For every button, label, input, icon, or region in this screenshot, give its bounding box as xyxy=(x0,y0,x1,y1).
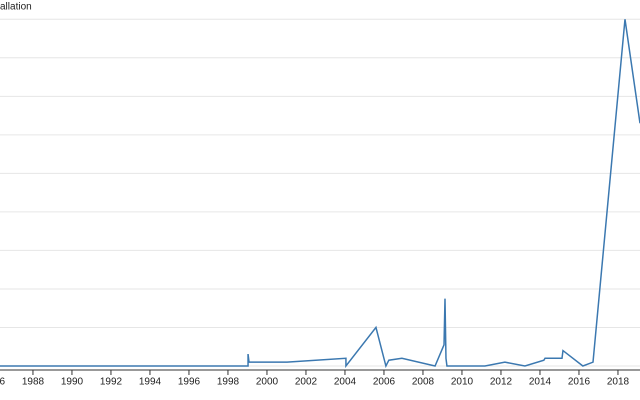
x-tick-label: 1996 xyxy=(178,377,201,388)
x-tick-label: 2006 xyxy=(373,377,396,388)
x-tick-label: 2002 xyxy=(295,377,318,388)
x-tick-label: 2012 xyxy=(490,377,513,388)
x-tick-label: 1986 xyxy=(0,377,6,388)
data-line xyxy=(0,19,640,369)
x-tick-label: 1990 xyxy=(61,377,84,388)
x-tick-label: 2008 xyxy=(412,377,435,388)
x-tick-label: 1994 xyxy=(139,377,162,388)
x-tick-label: 1992 xyxy=(100,377,123,388)
x-tick-label: 2004 xyxy=(334,377,357,388)
x-tick-label: 2018 xyxy=(607,377,630,388)
x-tick-label: 2000 xyxy=(256,377,279,388)
chart-title: allation xyxy=(0,2,32,13)
x-tick-label: 2014 xyxy=(529,377,552,388)
x-tick-label: 1988 xyxy=(22,377,45,388)
x-tick-label: 2010 xyxy=(451,377,474,388)
x-tick-label: 1998 xyxy=(217,377,240,388)
x-tick-label: 2016 xyxy=(568,377,591,388)
